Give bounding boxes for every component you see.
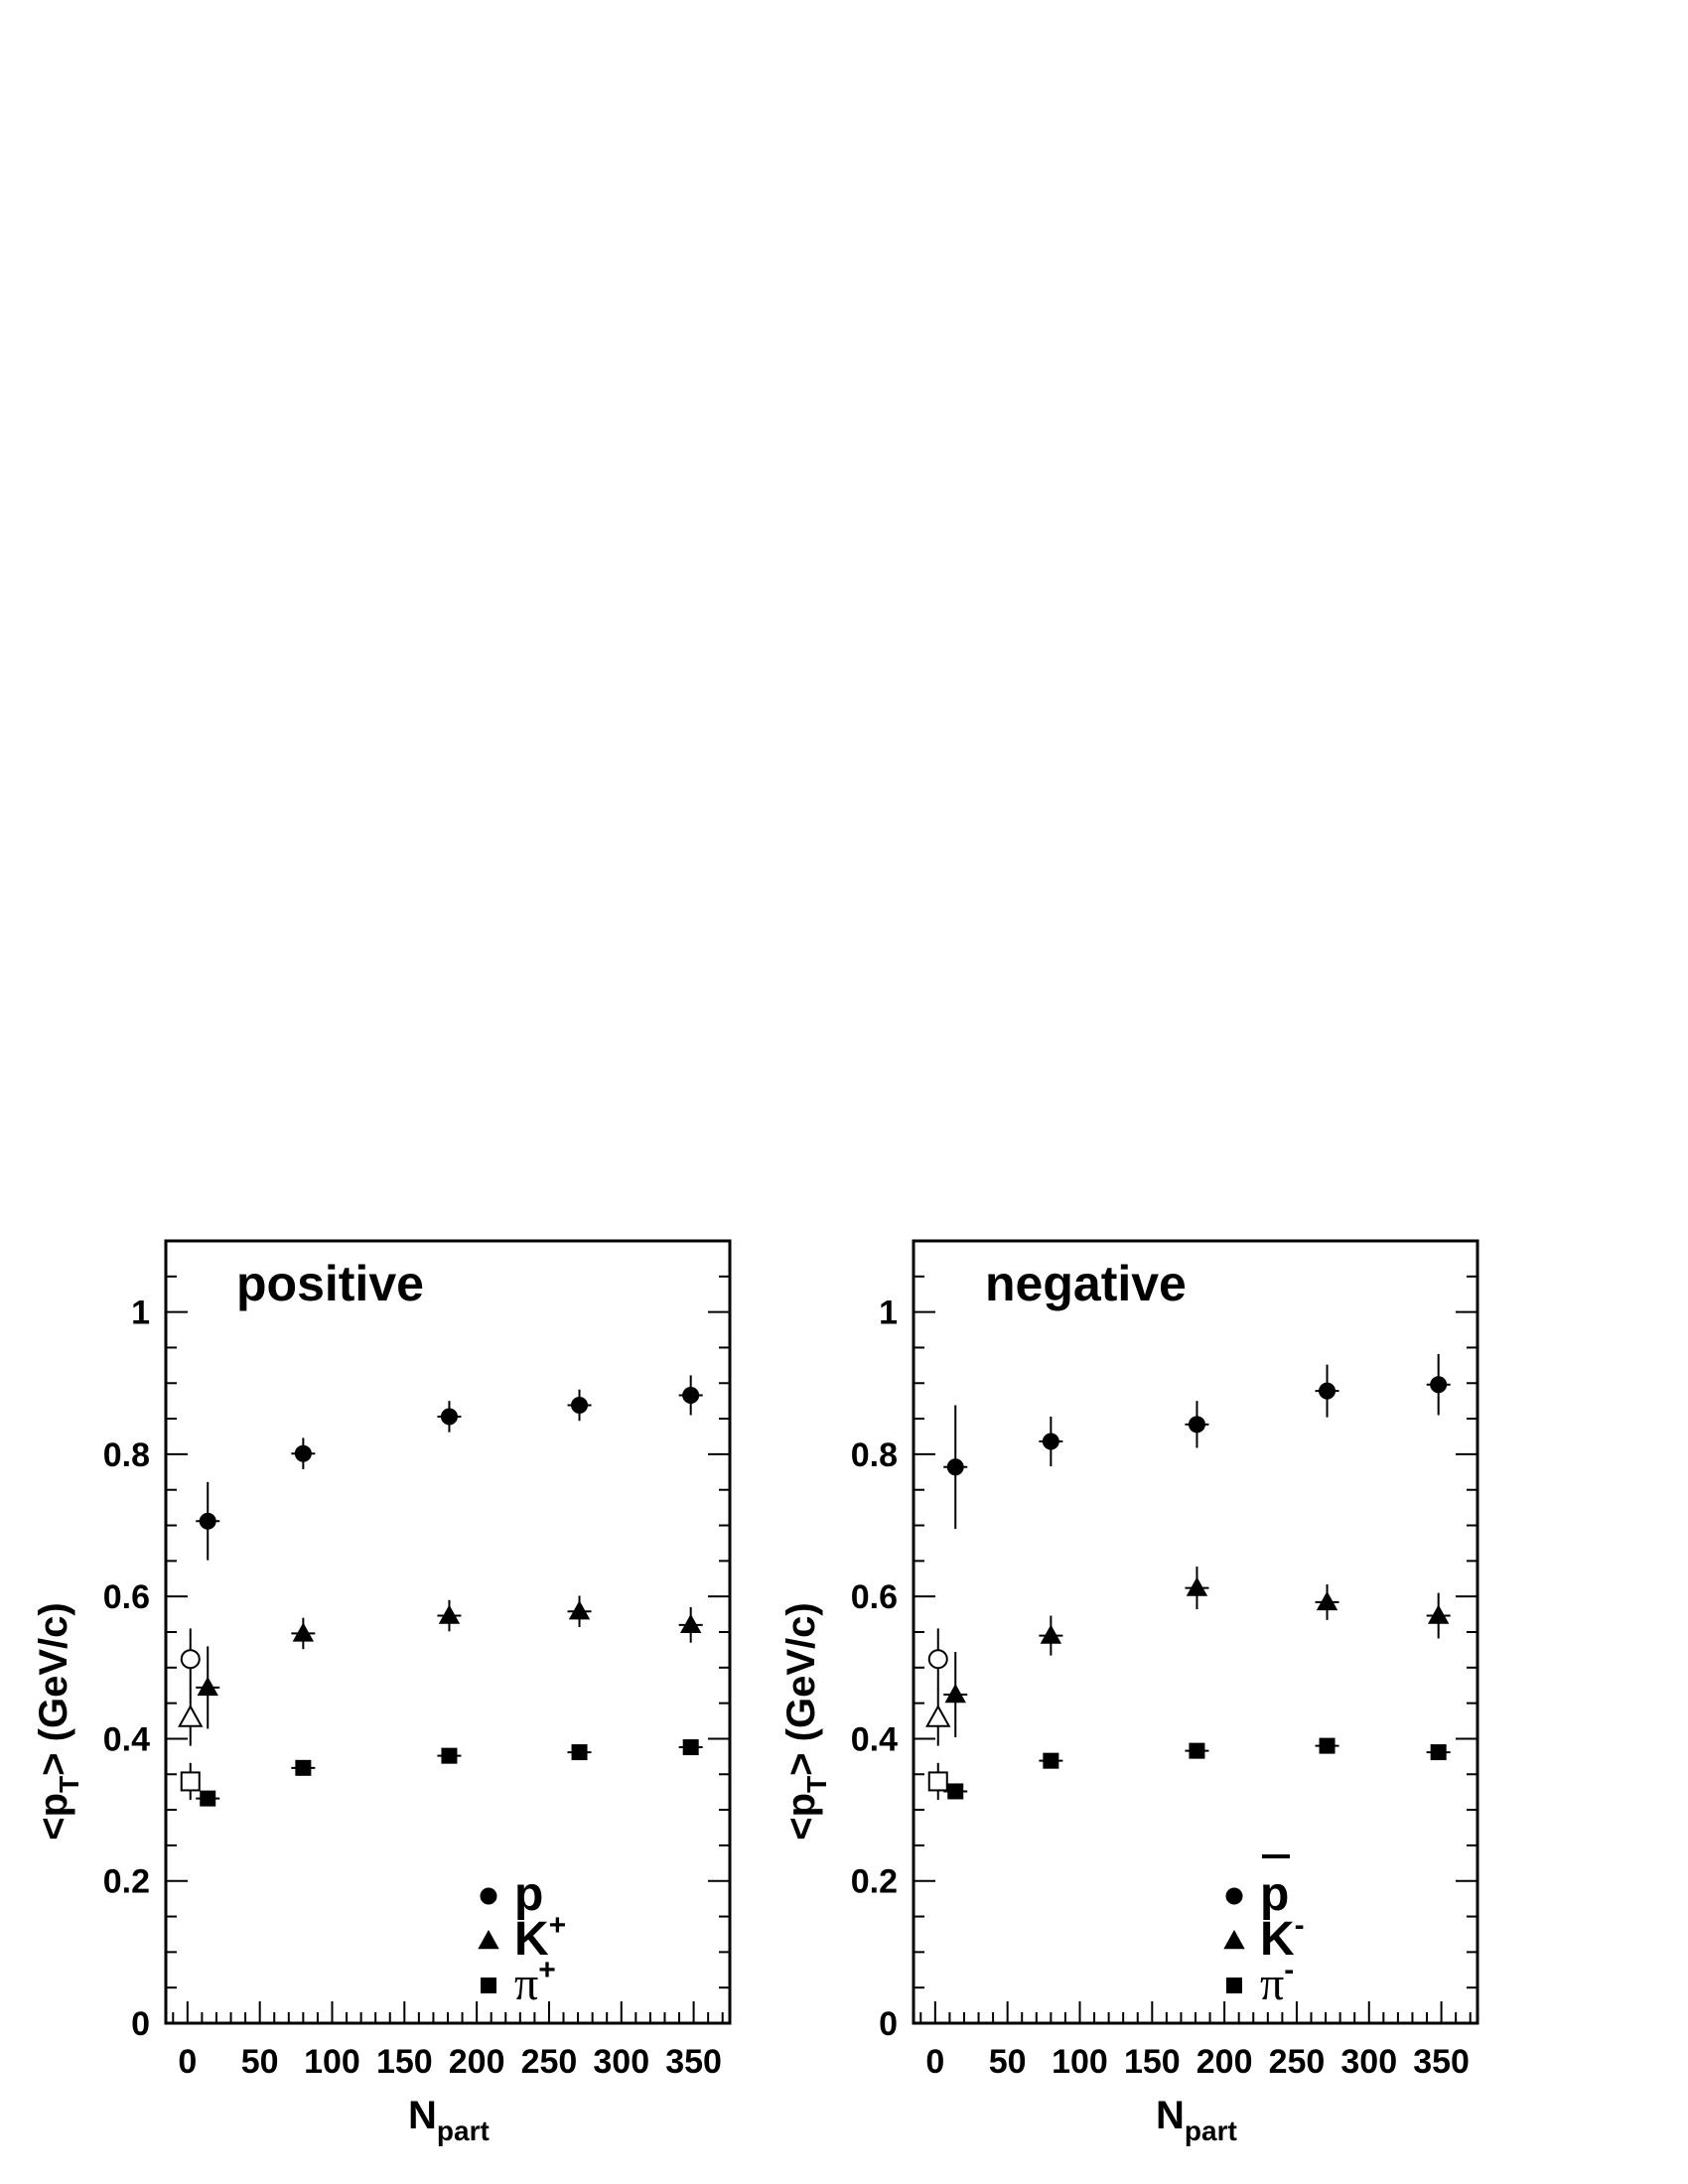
legend-marker-square <box>481 1978 496 1993</box>
plot-frame <box>164 1239 732 2025</box>
data-point-triangle <box>1427 1604 1450 1624</box>
reference-point-triangle <box>925 1704 951 1727</box>
x-axis-label: Npart <box>408 2094 490 2146</box>
legend-marker-triangle <box>1223 1929 1245 1950</box>
x-tick-label: 150 <box>376 2043 433 2081</box>
x-tick-label: 100 <box>304 2043 360 2081</box>
data-point-square <box>682 1739 699 1756</box>
data-point-triangle <box>944 1683 966 1704</box>
legend-marker-circle <box>480 1887 497 1905</box>
y-tick-label: 0 <box>131 2005 150 2043</box>
legend-marker-square <box>1226 1978 1242 1993</box>
data-point-circle <box>294 1444 312 1462</box>
data-point-triangle <box>438 1604 461 1624</box>
panel-title: negative <box>985 1256 1187 1311</box>
y-tick-label: 0.4 <box>103 1720 150 1758</box>
plot-frame <box>912 1239 1479 2025</box>
x-tick-label: 250 <box>521 2043 578 2081</box>
panel-positive: 0 0.2 0.4 0.6 0.8 1 0 50 100 150 200 250 300 350 posit… <box>32 1239 732 2146</box>
data-point-square <box>1430 1744 1447 1761</box>
x-axis-label: Npart <box>1156 2094 1237 2146</box>
x-tick-label: 200 <box>1196 2043 1253 2081</box>
data-point-triangle <box>1316 1590 1338 1611</box>
legend-marker-triangle <box>478 1929 499 1950</box>
y-tick-label: 0.6 <box>851 1578 898 1616</box>
reference-point-square <box>927 1771 948 1792</box>
data-point-circle <box>571 1396 589 1414</box>
data-point-circle <box>199 1512 216 1530</box>
data-point-square <box>441 1747 458 1764</box>
legend-label: π+ <box>514 1954 556 2010</box>
data-point-triangle <box>679 1613 702 1634</box>
x-tick-label: 250 <box>1269 2043 1326 2081</box>
data-point-circle <box>1430 1376 1448 1394</box>
y-tick-label: 0.6 <box>103 1578 150 1616</box>
data-point-circle <box>1319 1382 1336 1400</box>
y-axis-label: <pT> (GeV/c) <box>779 1602 832 1840</box>
y-tick-label: 0.4 <box>851 1720 898 1758</box>
legend-label: p <box>1260 1868 1289 1921</box>
y-axis-label: <pT> (GeV/c) <box>32 1602 84 1840</box>
y-tick-label: 0.2 <box>851 1863 898 1901</box>
reference-point-square <box>180 1771 201 1792</box>
y-tick-label: 0.2 <box>103 1863 150 1901</box>
data-point-triangle <box>1186 1576 1208 1596</box>
data-point-triangle <box>292 1622 315 1642</box>
reference-point-triangle <box>178 1704 204 1727</box>
y-tick-label: 1 <box>879 1295 898 1332</box>
data-point-circle <box>440 1408 458 1426</box>
reference-point-circle <box>927 1649 948 1670</box>
legend-label: K+ <box>514 1909 566 1966</box>
legend-marker-circle <box>1225 1887 1243 1905</box>
data-point-square <box>1189 1742 1205 1759</box>
panel-negative: 0 0.2 0.4 0.6 0.8 1 0 50 100 150 200 250 300 350 negat… <box>779 1239 1479 2146</box>
data-point-square <box>947 1783 964 1800</box>
x-tick-label: 0 <box>178 2043 197 2081</box>
x-tick-label: 200 <box>449 2043 505 2081</box>
y-tick-label: 0.8 <box>103 1436 150 1474</box>
x-tick-label: 300 <box>1340 2043 1397 2081</box>
data-point-circle <box>1042 1433 1059 1450</box>
data-point-square <box>1319 1737 1336 1754</box>
x-tick-label: 100 <box>1052 2043 1108 2081</box>
panel-title: positive <box>236 1256 424 1311</box>
data-point-square <box>571 1744 588 1761</box>
data-point-circle <box>682 1386 700 1404</box>
x-tick-label: 50 <box>989 2043 1027 2081</box>
x-tick-label: 300 <box>593 2043 649 2081</box>
legend-label: π- <box>1260 1954 1294 2010</box>
y-tick-label: 0.8 <box>851 1436 898 1474</box>
x-tick-label: 0 <box>925 2043 944 2081</box>
data-point-circle <box>946 1458 964 1476</box>
data-point-circle <box>1188 1416 1205 1433</box>
data-point-triangle <box>197 1676 218 1697</box>
legend-label: K- <box>1260 1909 1305 1966</box>
x-tick-label: 150 <box>1124 2043 1181 2081</box>
y-tick-label: 1 <box>131 1295 150 1332</box>
legend-label: p <box>514 1868 543 1921</box>
x-tick-label: 350 <box>1413 2043 1470 2081</box>
data-point-square <box>200 1790 216 1807</box>
x-tick-label: 350 <box>665 2043 722 2081</box>
data-point-square <box>1043 1752 1059 1769</box>
data-point-triangle <box>568 1600 591 1620</box>
data-point-square <box>295 1759 312 1776</box>
reference-point-circle <box>180 1649 201 1670</box>
x-tick-label: 50 <box>241 2043 279 2081</box>
data-point-triangle <box>1040 1624 1062 1644</box>
y-tick-label: 0 <box>879 2005 898 2043</box>
